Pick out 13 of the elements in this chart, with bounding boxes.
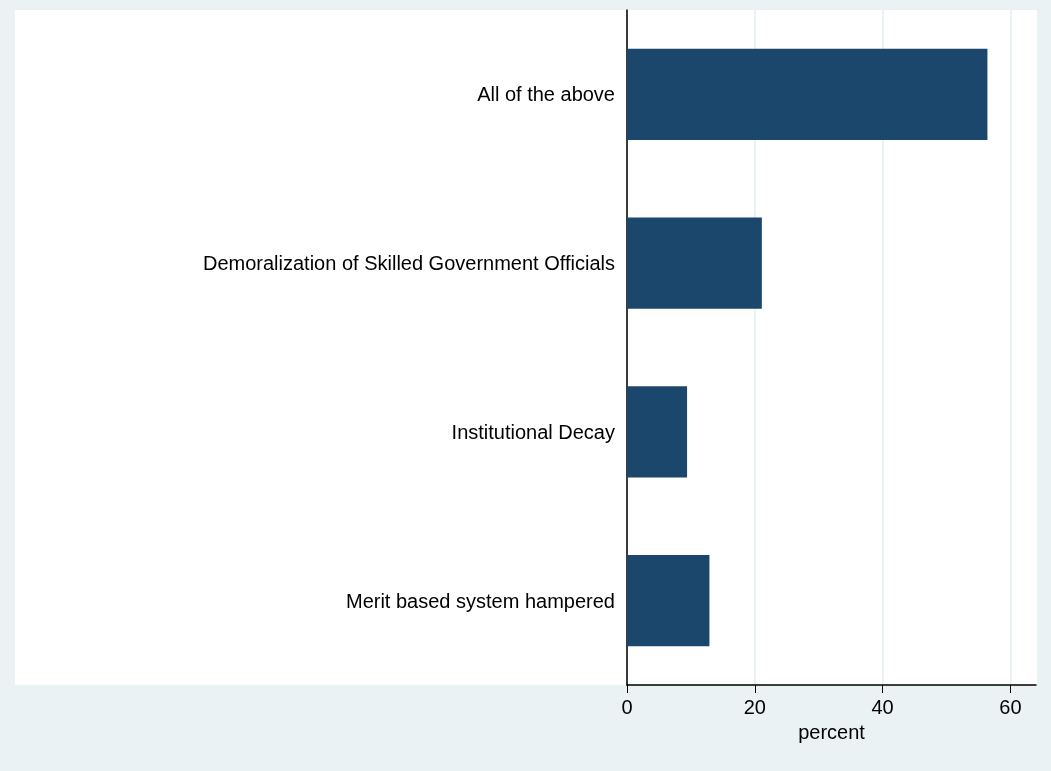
bar [627, 386, 688, 478]
x-tick-label: 0 [621, 696, 633, 718]
y-tick-label: Demoralization of Skilled Government Officials [202, 252, 615, 275]
y-tick-label: Institutional Decay [451, 420, 615, 443]
y-tick-label: Merit based system hampered [345, 589, 615, 612]
y-tick-label: All of the above [477, 83, 615, 106]
x-tick-label: 40 [871, 696, 894, 718]
x-axis-title: percent [798, 720, 866, 743]
x-tick-label: 60 [999, 696, 1022, 718]
bar [627, 217, 762, 309]
x-tick-label: 20 [743, 696, 766, 718]
bar [627, 48, 988, 140]
bar [627, 555, 710, 647]
